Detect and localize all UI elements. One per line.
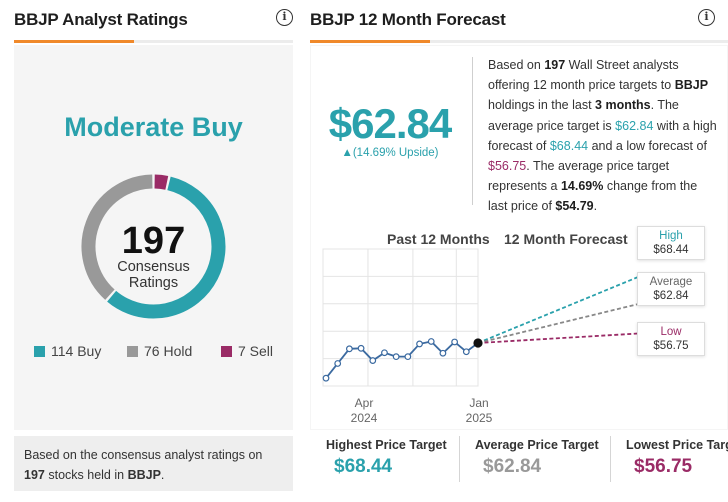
x-tick-apr-2024: Apr 2024 — [350, 396, 378, 425]
hold-swatch — [127, 346, 138, 357]
highest-target-label: Highest Price Target — [326, 438, 447, 452]
lowest-target-label: Lowest Price Targ — [626, 438, 728, 452]
donut-hold-arc — [81, 174, 153, 300]
history-point — [369, 357, 377, 364]
average-target-label: Average Price Target — [475, 438, 599, 452]
history-point — [451, 338, 459, 346]
ratings-panel — [14, 45, 293, 430]
forecast-average-line — [477, 302, 641, 344]
history-point — [462, 348, 470, 356]
history-point — [334, 360, 342, 367]
history-point — [439, 349, 447, 357]
history-point — [427, 338, 435, 345]
buy-swatch — [34, 346, 45, 357]
donut-buy-arc — [107, 176, 226, 319]
legend-hold: 76 Hold — [127, 343, 192, 359]
chart-head-past: Past 12 Months — [387, 231, 490, 247]
low-target-tag: Low $56.75 — [637, 322, 705, 356]
highest-target-value: $68.44 — [334, 456, 393, 477]
high-target-tag: High $68.44 — [637, 226, 705, 260]
history-point — [322, 374, 330, 382]
legend-buy: 114 Buy — [34, 343, 101, 359]
x-tick-jan-2025: Jan 2025 — [465, 396, 493, 425]
stat-divider — [610, 436, 611, 482]
history-point — [357, 344, 365, 352]
stat-divider — [459, 436, 460, 482]
average-target-tag: Average $62.84 — [637, 272, 705, 306]
legend-sell: 7 Sell — [221, 343, 273, 359]
history-point — [404, 353, 412, 361]
chart-plot-frame — [322, 248, 479, 387]
ratings-donut: 197 Consensus Ratings — [81, 174, 226, 319]
history-point — [416, 340, 423, 348]
consensus-label-line1: Consensus — [117, 259, 190, 275]
lowest-target-value: $56.75 — [634, 456, 693, 477]
ratings-footer-note: Based on the consensus analyst ratings o… — [14, 436, 293, 491]
forecast-high-line — [477, 275, 641, 344]
last-price-point — [473, 338, 483, 348]
forecast-title: BBJP 12 Month Forecast — [310, 10, 506, 29]
sell-swatch — [221, 346, 232, 357]
forecast-title-underline — [310, 40, 728, 43]
history-point — [345, 345, 353, 353]
consensus-count: 197 — [122, 220, 185, 262]
info-icon[interactable]: i — [698, 9, 715, 26]
consensus-label-line2: Ratings — [129, 275, 178, 291]
ratings-title: BBJP Analyst Ratings — [14, 10, 188, 29]
forecast-low-line — [477, 332, 641, 344]
ratings-title-underline — [14, 40, 293, 43]
history-point — [381, 349, 388, 357]
consensus-rating: Moderate Buy — [64, 112, 243, 142]
upside-indicator: ▲(14.69% Upside) — [341, 147, 439, 159]
donut-sell-arc — [154, 174, 169, 190]
divider — [472, 57, 473, 205]
forecast-description: Based on 197 Wall Street analysts offeri… — [488, 58, 717, 214]
average-target-value: $62.84 — [483, 456, 542, 477]
info-icon[interactable]: i — [276, 9, 293, 26]
history-point — [392, 353, 400, 361]
forecast-chart — [322, 248, 641, 387]
average-price-target: $62.84 — [328, 100, 452, 147]
chart-head-forecast: 12 Month Forecast — [504, 231, 628, 247]
